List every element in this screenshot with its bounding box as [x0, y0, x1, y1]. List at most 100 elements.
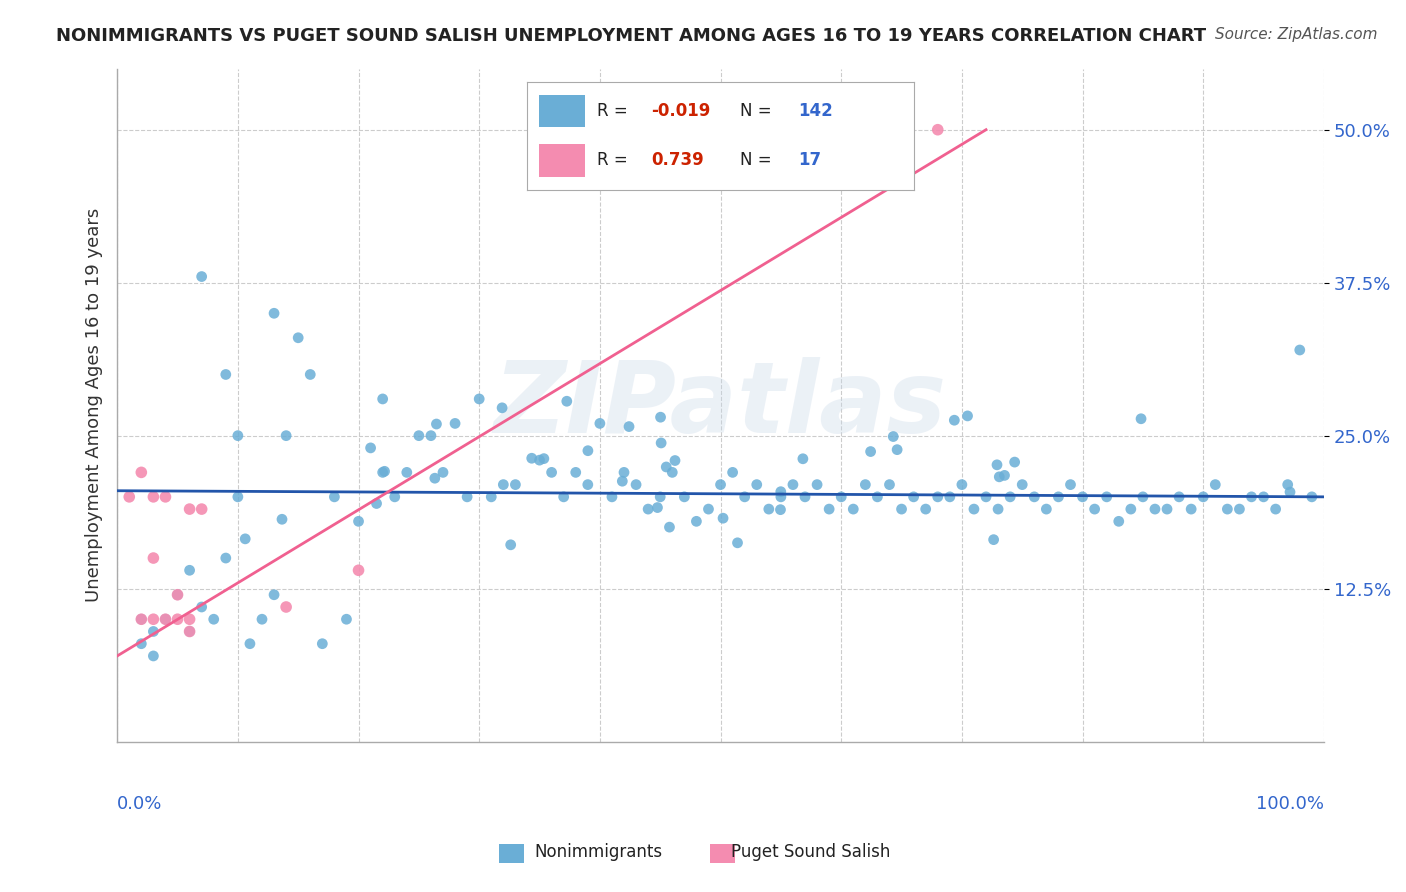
- Point: [276, 428, 298, 442]
- Point: [1059, 477, 1081, 491]
- Point: [853, 477, 876, 491]
- Point: [600, 490, 623, 504]
- Point: [886, 442, 908, 457]
- Point: [226, 490, 249, 504]
- Point: [131, 612, 153, 626]
- Point: [963, 502, 986, 516]
- Point: [655, 460, 678, 475]
- Point: [1204, 477, 1226, 491]
- Point: [1264, 502, 1286, 516]
- Point: [215, 368, 238, 382]
- Point: [190, 502, 212, 516]
- Point: [505, 477, 527, 491]
- Point: [721, 466, 744, 480]
- Point: [155, 612, 177, 626]
- Point: [859, 444, 882, 458]
- Point: [745, 477, 768, 491]
- Point: [987, 502, 1010, 516]
- Point: [1277, 477, 1299, 491]
- Point: [664, 453, 686, 467]
- Point: [1192, 490, 1215, 504]
- Point: [540, 466, 562, 480]
- Point: [647, 500, 669, 515]
- Point: [492, 477, 515, 491]
- Point: [202, 612, 225, 626]
- Point: [589, 417, 612, 431]
- Point: [658, 520, 681, 534]
- Point: [155, 490, 177, 504]
- Point: [734, 490, 756, 504]
- Point: [806, 477, 828, 491]
- Point: [179, 563, 201, 577]
- Point: [499, 538, 522, 552]
- Point: [190, 269, 212, 284]
- Point: [685, 514, 707, 528]
- Point: [425, 417, 447, 431]
- Point: [866, 490, 889, 504]
- Point: [624, 477, 647, 491]
- Point: [711, 511, 734, 525]
- Point: [576, 443, 599, 458]
- Point: [950, 477, 973, 491]
- Point: [166, 588, 188, 602]
- Point: [155, 612, 177, 626]
- Point: [1047, 490, 1070, 504]
- Point: [250, 612, 273, 626]
- Point: [1288, 343, 1310, 357]
- Point: [564, 466, 586, 480]
- Point: [131, 612, 153, 626]
- Point: [1011, 477, 1033, 491]
- Point: [709, 477, 731, 491]
- Point: [1084, 502, 1107, 516]
- Point: [271, 512, 294, 526]
- Point: [1024, 490, 1046, 504]
- Point: [166, 588, 188, 602]
- Point: [395, 466, 418, 480]
- Point: [727, 536, 749, 550]
- Point: [226, 428, 249, 442]
- Point: [617, 419, 640, 434]
- Point: [491, 401, 513, 415]
- Point: [988, 470, 1011, 484]
- Point: [166, 612, 188, 626]
- Point: [131, 466, 153, 480]
- Point: [347, 514, 370, 528]
- Point: [287, 331, 309, 345]
- Point: [1240, 490, 1263, 504]
- Point: [998, 490, 1021, 504]
- Point: [1119, 502, 1142, 516]
- Point: [190, 599, 212, 614]
- Point: [239, 637, 262, 651]
- Point: [533, 451, 555, 466]
- Point: [830, 490, 852, 504]
- Point: [650, 410, 672, 425]
- Text: Puget Sound Salish: Puget Sound Salish: [731, 843, 890, 861]
- Point: [131, 637, 153, 651]
- Point: [373, 464, 395, 478]
- Point: [215, 551, 238, 566]
- Point: [384, 490, 406, 504]
- Point: [553, 490, 575, 504]
- Point: [1095, 490, 1118, 504]
- Point: [890, 502, 912, 516]
- Text: Nonimmigrants: Nonimmigrants: [534, 843, 662, 861]
- Point: [456, 490, 478, 504]
- Point: [419, 428, 441, 442]
- Point: [986, 458, 1008, 472]
- Point: [792, 451, 814, 466]
- Point: [408, 428, 430, 442]
- Point: [366, 496, 388, 510]
- Point: [927, 122, 949, 136]
- Point: [432, 466, 454, 480]
- Point: [1130, 411, 1153, 425]
- Point: [612, 474, 634, 488]
- Point: [179, 502, 201, 516]
- Point: [983, 533, 1005, 547]
- Text: ZIPatlas: ZIPatlas: [494, 357, 948, 453]
- Point: [1156, 502, 1178, 516]
- Point: [520, 451, 543, 466]
- Point: [347, 563, 370, 577]
- Text: Source: ZipAtlas.com: Source: ZipAtlas.com: [1215, 27, 1378, 42]
- Point: [943, 413, 966, 427]
- Point: [233, 532, 256, 546]
